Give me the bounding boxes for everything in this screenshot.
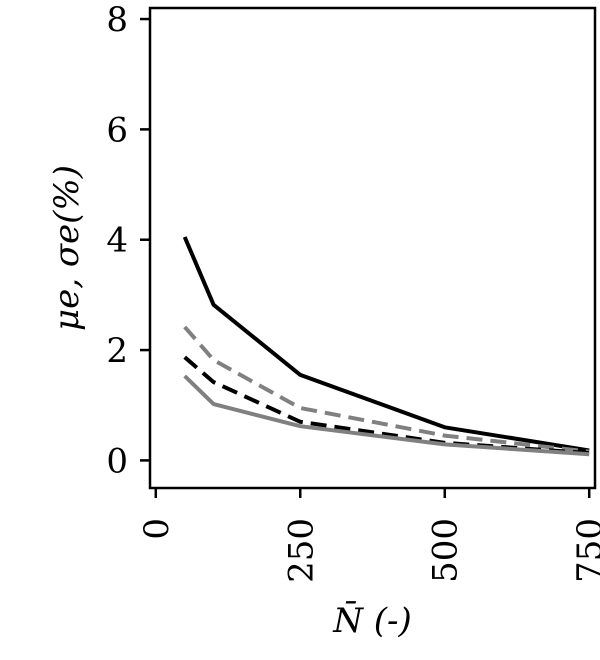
y-tick-label: 2	[106, 331, 128, 371]
axes-layer	[148, 6, 597, 490]
series-layer	[182, 236, 590, 457]
x-tick-label: 250	[281, 518, 321, 583]
series-line-4	[183, 374, 590, 457]
y-axis-ticks: 0 2 4 6 8	[106, 0, 150, 481]
x-tick-label: 750	[570, 518, 600, 583]
y-tick-label: 4	[106, 221, 128, 261]
series-line-1	[182, 236, 590, 453]
x-tick-label: 0	[137, 518, 177, 540]
y-tick-label: 6	[106, 110, 128, 150]
y-tick-label: 0	[106, 441, 128, 481]
axes-frame	[148, 6, 597, 490]
y-tick-label: 8	[106, 0, 128, 40]
x-axis-label: N̄ (-)	[332, 600, 412, 641]
x-tick-label: 500	[426, 518, 466, 583]
x-axis-ticks: 0 250 500 750	[137, 488, 600, 583]
y-axis-label: μe, σe(%)	[47, 165, 87, 331]
series-line-2	[183, 325, 590, 454]
